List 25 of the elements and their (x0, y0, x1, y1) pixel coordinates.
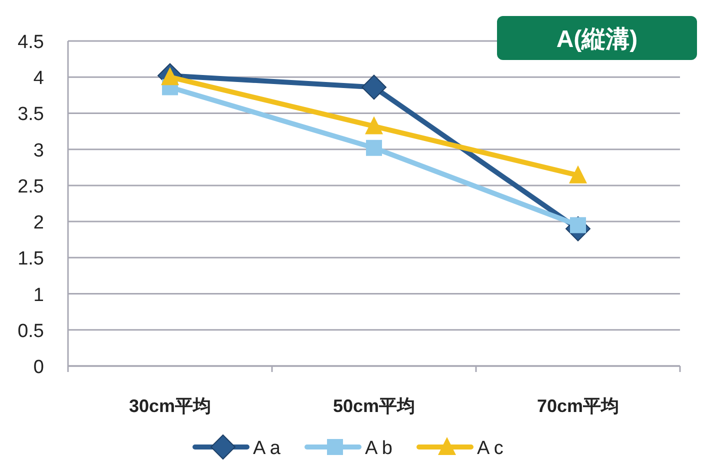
legend-item: A a (192, 434, 280, 460)
y-tick-label: 2.5 (18, 176, 44, 198)
y-tick-label: 1.5 (18, 248, 44, 270)
y-tick-label: 0.5 (18, 320, 44, 342)
y-tick-label: 1 (33, 284, 44, 306)
point (366, 140, 382, 156)
legend-item: A c (416, 437, 504, 459)
x-tick-label: 30cm平均 (128, 396, 212, 416)
x-tick-label: 70cm平均 (536, 396, 620, 416)
y-tick-label: 4.5 (18, 32, 44, 53)
y-tick-label: 4 (33, 68, 44, 90)
y-tick-label: 2 (33, 212, 44, 234)
legend-label: A b (365, 438, 392, 459)
point (161, 67, 179, 86)
legend-label: A c (477, 438, 504, 459)
legend-item: A b (304, 438, 392, 459)
y-tick-label: 0 (33, 357, 44, 378)
chart-title: A(縦溝) (556, 26, 638, 53)
legend-label: A a (253, 438, 281, 459)
point (362, 74, 386, 100)
point (569, 165, 587, 184)
x-tick-label: 50cm平均 (332, 396, 416, 416)
y-tick-label: 3 (33, 140, 44, 162)
point (365, 116, 383, 134)
y-tick-label: 3.5 (18, 104, 44, 126)
